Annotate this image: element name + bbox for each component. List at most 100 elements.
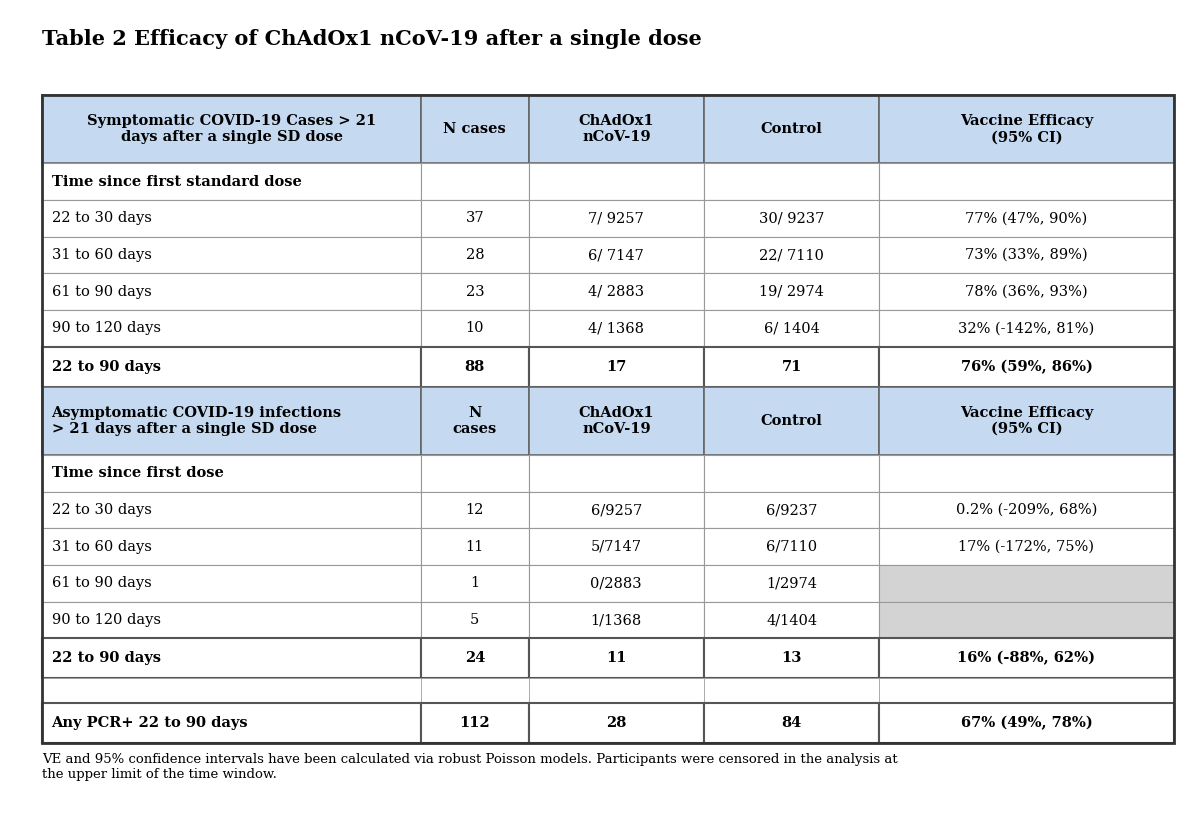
Bar xyxy=(880,638,1174,678)
Text: 67% (49%, 78%): 67% (49%, 78%) xyxy=(961,716,1092,730)
Bar xyxy=(528,704,704,743)
Text: 1/2974: 1/2974 xyxy=(766,577,817,591)
Bar xyxy=(528,237,704,273)
Text: 31 to 60 days: 31 to 60 days xyxy=(52,248,151,262)
Text: 4/ 2883: 4/ 2883 xyxy=(588,285,644,299)
Bar xyxy=(528,565,704,601)
Bar xyxy=(421,565,528,601)
Text: 13: 13 xyxy=(781,652,802,666)
Bar xyxy=(42,565,421,601)
Bar xyxy=(528,455,704,491)
Bar xyxy=(421,200,528,237)
Text: ChAdOx1
nCoV-19: ChAdOx1 nCoV-19 xyxy=(578,114,654,145)
Text: 32% (-142%, 81%): 32% (-142%, 81%) xyxy=(959,321,1094,335)
Bar xyxy=(704,638,880,678)
Text: 17% (-172%, 75%): 17% (-172%, 75%) xyxy=(959,539,1094,553)
Bar xyxy=(880,387,1174,455)
Text: 24: 24 xyxy=(464,652,485,666)
Text: 112: 112 xyxy=(460,716,491,730)
Bar xyxy=(42,491,421,529)
Bar xyxy=(880,310,1174,347)
Bar xyxy=(42,237,421,273)
Text: 0.2% (-209%, 68%): 0.2% (-209%, 68%) xyxy=(956,503,1097,517)
Text: 28: 28 xyxy=(466,248,484,262)
Bar xyxy=(421,95,528,164)
Bar xyxy=(880,678,1174,704)
Bar xyxy=(704,491,880,529)
Text: N
cases: N cases xyxy=(452,406,497,436)
Text: 6/9237: 6/9237 xyxy=(766,503,817,517)
Bar xyxy=(42,347,421,387)
Text: 71: 71 xyxy=(781,359,802,373)
Bar xyxy=(42,387,421,455)
Bar xyxy=(528,387,704,455)
Bar xyxy=(42,638,421,678)
Text: 0/2883: 0/2883 xyxy=(590,577,642,591)
Text: 22 to 90 days: 22 to 90 days xyxy=(52,359,161,373)
Text: 1/1368: 1/1368 xyxy=(590,613,642,627)
Bar xyxy=(421,387,528,455)
Bar xyxy=(528,491,704,529)
Bar xyxy=(704,455,880,491)
Text: 22 to 30 days: 22 to 30 days xyxy=(52,211,151,225)
Bar xyxy=(528,95,704,164)
Bar xyxy=(704,237,880,273)
Text: 5: 5 xyxy=(470,613,480,627)
Bar xyxy=(42,164,421,200)
Bar xyxy=(704,678,880,704)
Text: 6/ 1404: 6/ 1404 xyxy=(763,321,820,335)
Text: 76% (59%, 86%): 76% (59%, 86%) xyxy=(960,359,1092,374)
Text: 84: 84 xyxy=(781,716,802,730)
Bar xyxy=(880,95,1174,164)
Bar xyxy=(421,704,528,743)
Bar xyxy=(528,347,704,387)
Bar xyxy=(528,310,704,347)
Text: 77% (47%, 90%): 77% (47%, 90%) xyxy=(965,211,1087,225)
Bar xyxy=(42,310,421,347)
Bar xyxy=(704,273,880,310)
Bar xyxy=(528,164,704,200)
Text: 78% (36%, 93%): 78% (36%, 93%) xyxy=(965,285,1088,299)
Bar xyxy=(704,200,880,237)
Bar xyxy=(42,95,421,164)
Bar xyxy=(42,529,421,565)
Bar xyxy=(42,678,421,704)
Bar xyxy=(528,200,704,237)
Text: 73% (33%, 89%): 73% (33%, 89%) xyxy=(965,248,1088,262)
Text: 1: 1 xyxy=(470,577,479,591)
Bar xyxy=(421,601,528,638)
Bar xyxy=(704,164,880,200)
Bar xyxy=(880,601,1174,638)
Text: 10: 10 xyxy=(466,321,484,335)
Bar xyxy=(704,565,880,601)
Text: 88: 88 xyxy=(464,359,485,373)
Bar xyxy=(880,347,1174,387)
Text: 28: 28 xyxy=(606,716,626,730)
Text: 11: 11 xyxy=(466,539,484,553)
Text: Time since first dose: Time since first dose xyxy=(52,467,223,481)
Bar xyxy=(704,387,880,455)
Bar xyxy=(704,95,880,164)
Text: 31 to 60 days: 31 to 60 days xyxy=(52,539,151,553)
Bar xyxy=(528,638,704,678)
Bar xyxy=(528,678,704,704)
Bar xyxy=(421,273,528,310)
Bar xyxy=(42,273,421,310)
Bar xyxy=(880,704,1174,743)
Bar xyxy=(42,601,421,638)
Text: 6/ 7147: 6/ 7147 xyxy=(588,248,644,262)
Bar xyxy=(528,273,704,310)
Text: 17: 17 xyxy=(606,359,626,373)
Text: Asymptomatic COVID-19 infections
> 21 days after a single SD dose: Asymptomatic COVID-19 infections > 21 da… xyxy=(52,406,342,436)
Text: Vaccine Efficacy
(95% CI): Vaccine Efficacy (95% CI) xyxy=(960,406,1093,436)
Bar xyxy=(421,347,528,387)
Text: 4/ 1368: 4/ 1368 xyxy=(588,321,644,335)
Bar xyxy=(704,529,880,565)
Bar xyxy=(880,273,1174,310)
Text: 7/ 9257: 7/ 9257 xyxy=(588,211,644,225)
Bar xyxy=(704,347,880,387)
Text: 23: 23 xyxy=(466,285,484,299)
Bar xyxy=(528,529,704,565)
Bar xyxy=(704,601,880,638)
Text: 30/ 9237: 30/ 9237 xyxy=(758,211,824,225)
